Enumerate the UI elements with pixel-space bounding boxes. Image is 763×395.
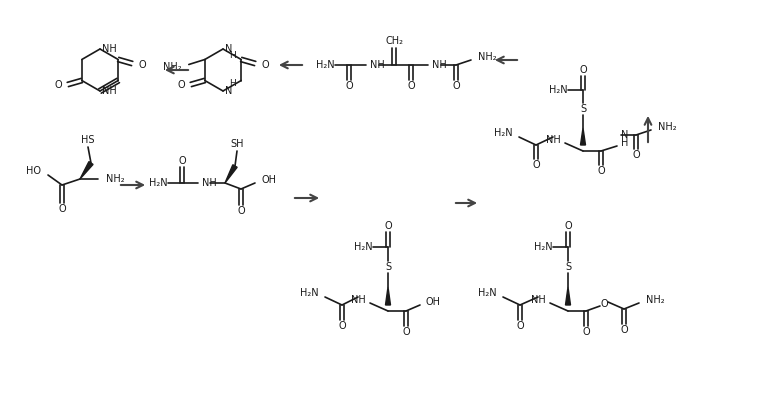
Text: S: S <box>565 262 571 272</box>
Text: O: O <box>177 81 185 90</box>
Text: CH₂: CH₂ <box>385 36 403 46</box>
Text: O: O <box>338 321 346 331</box>
Polygon shape <box>385 287 391 305</box>
Text: N: N <box>621 130 629 140</box>
Text: O: O <box>582 327 590 337</box>
Text: NH₂: NH₂ <box>478 52 497 62</box>
Text: H₂N: H₂N <box>150 178 168 188</box>
Text: O: O <box>600 299 608 309</box>
Text: HS: HS <box>81 135 95 145</box>
Text: O: O <box>620 325 628 335</box>
Text: O: O <box>261 60 269 70</box>
Text: O: O <box>138 60 146 70</box>
Text: NH₂: NH₂ <box>106 174 124 184</box>
Text: O: O <box>179 156 186 166</box>
Text: O: O <box>345 81 353 91</box>
Text: H₂N: H₂N <box>494 128 513 138</box>
Text: O: O <box>58 204 66 214</box>
Text: H: H <box>230 79 237 88</box>
Text: OH: OH <box>426 297 441 307</box>
Text: N: N <box>225 44 233 54</box>
Text: O: O <box>579 65 587 75</box>
Text: H₂N: H₂N <box>478 288 497 298</box>
Text: NH: NH <box>546 135 561 145</box>
Text: O: O <box>564 221 571 231</box>
Text: O: O <box>237 206 245 216</box>
Text: H: H <box>230 51 237 60</box>
Polygon shape <box>80 162 93 179</box>
Text: H₂N: H₂N <box>549 85 568 95</box>
Text: O: O <box>633 150 640 160</box>
Text: S: S <box>580 104 586 114</box>
Text: NH: NH <box>102 44 117 54</box>
Polygon shape <box>565 287 571 305</box>
Text: NH: NH <box>202 178 217 188</box>
Text: S: S <box>385 262 391 272</box>
Polygon shape <box>581 128 585 145</box>
Text: NH₂: NH₂ <box>646 295 665 305</box>
Text: H₂N: H₂N <box>534 242 553 252</box>
Text: HO: HO <box>26 166 41 176</box>
Text: O: O <box>385 221 392 231</box>
Text: O: O <box>54 81 62 90</box>
Text: H₂N: H₂N <box>301 288 319 298</box>
Text: O: O <box>407 81 415 91</box>
Text: N: N <box>225 86 233 96</box>
Text: NH: NH <box>102 86 117 96</box>
Text: NH: NH <box>432 60 447 70</box>
Text: SH: SH <box>230 139 243 149</box>
Text: O: O <box>517 321 524 331</box>
Text: H₂N: H₂N <box>354 242 373 252</box>
Text: NH₂: NH₂ <box>163 62 182 71</box>
Polygon shape <box>225 165 237 183</box>
Text: OH: OH <box>261 175 276 185</box>
Text: NH: NH <box>351 295 366 305</box>
Text: H₂N: H₂N <box>317 60 335 70</box>
Text: O: O <box>402 327 410 337</box>
Text: NH: NH <box>370 60 385 70</box>
Text: NH₂: NH₂ <box>658 122 677 132</box>
Text: O: O <box>532 160 539 170</box>
Text: H: H <box>621 138 629 148</box>
Text: NH: NH <box>531 295 546 305</box>
Text: O: O <box>597 166 605 176</box>
Text: O: O <box>452 81 460 91</box>
